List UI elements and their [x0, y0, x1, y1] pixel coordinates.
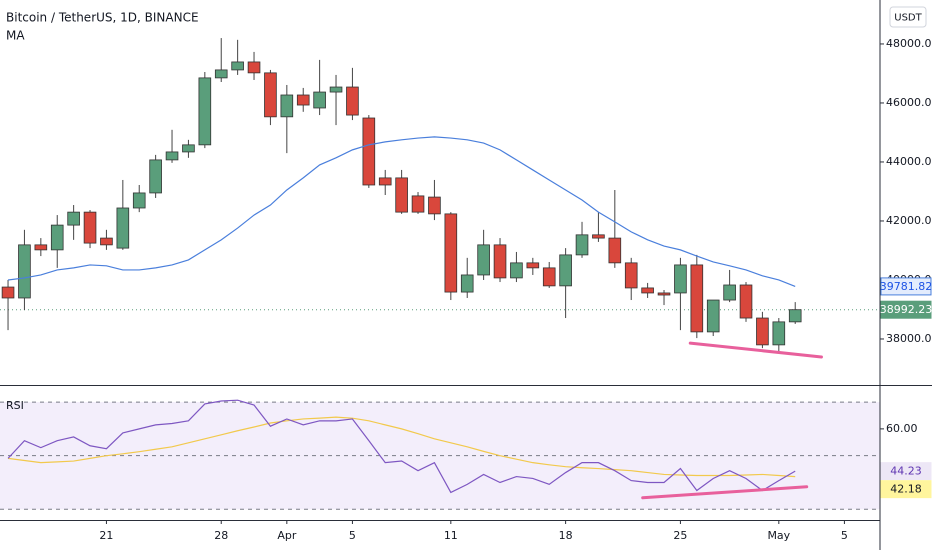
candle-body: [231, 61, 244, 71]
candle-body: [198, 77, 212, 146]
ma-value-label-box: [880, 277, 932, 296]
symbol-title: Bitcoin / TetherUS, 1D, BINANCE: [6, 11, 199, 25]
candle-body: [395, 177, 408, 213]
candle-body: [50, 224, 64, 251]
candle-body: [559, 254, 572, 287]
ma-line: [7, 136, 796, 287]
candle-body: [772, 321, 786, 346]
rsi-value-label-box: [880, 462, 932, 481]
currency-label[interactable]: USDT: [894, 13, 922, 24]
x-tick-label: 21: [99, 529, 113, 542]
rsi-ma-value-label-box: [880, 480, 932, 499]
candle-body: [674, 264, 687, 294]
candle-body: [624, 262, 638, 289]
y-tick-label: 38000.00: [886, 332, 932, 345]
rsi-line: [7, 399, 796, 494]
candle-body: [280, 94, 294, 118]
ma-value-label: 39781.82: [880, 280, 932, 293]
candle-body: [542, 267, 556, 287]
y-tick-label: 42000.00: [886, 214, 932, 227]
candle-body: [460, 274, 474, 293]
candle-body: [690, 264, 704, 333]
trendline: [688, 341, 823, 359]
x-tick-label: Apr: [277, 529, 297, 542]
rsi-ma-line: [7, 416, 796, 478]
candle-body: [313, 91, 326, 109]
candle-body: [493, 244, 507, 279]
candle-body: [444, 213, 458, 293]
x-tick-label: 5: [841, 529, 848, 542]
candle-body: [132, 192, 146, 209]
candle-body: [788, 309, 802, 323]
candle-body: [1, 286, 15, 299]
candle-body: [477, 244, 490, 276]
candle-body: [329, 86, 343, 93]
y-tick-label: 60.00: [886, 422, 918, 435]
candle-body: [641, 287, 654, 294]
candle-body: [182, 144, 195, 153]
candle-body: [18, 244, 31, 299]
candle-body: [100, 237, 113, 246]
candle-body: [510, 262, 523, 279]
candle-body: [149, 159, 162, 194]
y-tick-label: 48000.00: [886, 37, 932, 50]
ma-legend: MA: [6, 29, 25, 43]
plot-layer: 38000.0040000.0042000.0044000.0046000.00…: [0, 37, 932, 542]
candle-body: [296, 94, 310, 106]
candle-body: [378, 177, 392, 186]
candle-body: [526, 262, 540, 269]
candle-body: [346, 86, 359, 116]
candle-body: [723, 284, 736, 301]
candle-body: [83, 211, 97, 244]
candle-body: [67, 211, 80, 226]
y-tick-label: 46000.00: [886, 96, 932, 109]
candle-body: [739, 284, 753, 319]
candle-body: [411, 195, 425, 213]
last-price-label: 38992.23: [880, 303, 932, 316]
candle-body: [247, 61, 261, 74]
candle-body: [657, 292, 671, 296]
candle-body: [165, 151, 179, 161]
candle-body: [214, 69, 228, 79]
x-tick-label: May: [767, 529, 790, 542]
rsi-ma-value-label: 42.18: [890, 483, 922, 496]
x-tick-label: 11: [444, 529, 458, 542]
candle-body: [362, 117, 376, 186]
x-tick-label: 18: [559, 529, 573, 542]
candle-body: [608, 237, 622, 264]
currency-button[interactable]: [889, 6, 927, 28]
candle-body: [264, 72, 277, 118]
candle-body: [575, 234, 589, 256]
trendline: [641, 485, 809, 500]
candle-body: [116, 207, 130, 249]
x-tick-label: 28: [214, 529, 228, 542]
rsi-value-label: 44.23: [890, 465, 922, 478]
last-price-label-box: [880, 300, 932, 319]
candle-body: [756, 317, 769, 346]
candle-body: [34, 244, 48, 251]
y-tick-label: 44000.00: [886, 155, 932, 168]
x-tick-label: 25: [673, 529, 687, 542]
candle-body: [592, 234, 605, 239]
candle-body: [706, 299, 720, 333]
x-tick-label: 5: [349, 529, 356, 542]
candle-body: [428, 196, 441, 215]
rsi-legend: RSI: [6, 399, 24, 412]
